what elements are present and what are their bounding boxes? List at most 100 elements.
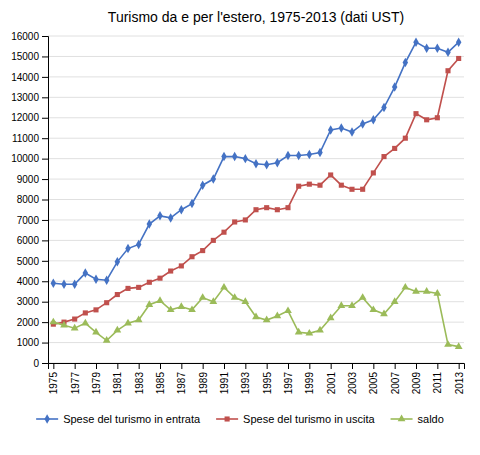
point bbox=[445, 68, 450, 73]
tick: 1999 bbox=[304, 363, 315, 394]
tick-mark bbox=[42, 343, 48, 344]
point bbox=[455, 342, 463, 349]
point bbox=[360, 187, 365, 192]
legend-item: Spese del turismo in entrata bbox=[36, 413, 201, 425]
point bbox=[211, 238, 216, 243]
point bbox=[456, 37, 461, 46]
tick: 1997 bbox=[283, 363, 294, 394]
tick-mark bbox=[309, 363, 310, 369]
tick: 1000 bbox=[17, 337, 48, 348]
point bbox=[168, 213, 173, 222]
tick: 11000 bbox=[12, 133, 48, 144]
tick-mark bbox=[203, 363, 204, 369]
legend: Spese del turismo in entrata Spese del tu… bbox=[36, 413, 444, 425]
tick-label: 2011 bbox=[432, 372, 443, 394]
tick-label: 1991 bbox=[219, 372, 230, 395]
legend-symbol bbox=[44, 414, 49, 423]
point bbox=[241, 297, 249, 304]
axis-line bbox=[49, 364, 465, 370]
tick: 14000 bbox=[11, 72, 48, 83]
tick-label: 4000 bbox=[17, 276, 40, 287]
point bbox=[285, 151, 290, 160]
point bbox=[72, 317, 77, 322]
tick-label: 11000 bbox=[12, 133, 40, 144]
grid bbox=[48, 36, 464, 363]
point bbox=[253, 159, 258, 168]
tick-label: 1989 bbox=[198, 372, 209, 395]
point bbox=[403, 58, 408, 67]
plot: 0100020003000400050006000700080009000100… bbox=[11, 31, 464, 395]
point bbox=[381, 154, 386, 159]
grid-line bbox=[48, 219, 464, 220]
tick-label: 2003 bbox=[347, 372, 358, 395]
point bbox=[275, 158, 280, 167]
tick-mark bbox=[42, 138, 48, 139]
point bbox=[232, 219, 237, 224]
point bbox=[264, 205, 269, 210]
point bbox=[200, 248, 205, 253]
tick: 1989 bbox=[198, 363, 209, 394]
point bbox=[231, 293, 239, 300]
point bbox=[296, 184, 301, 189]
tick-label: 1975 bbox=[48, 372, 59, 395]
tick: 1983 bbox=[134, 363, 145, 394]
tick: 16000 bbox=[11, 31, 48, 42]
point bbox=[115, 257, 120, 266]
point bbox=[380, 309, 388, 316]
grid-line bbox=[48, 138, 464, 139]
tick: 1977 bbox=[70, 363, 81, 394]
point bbox=[328, 125, 333, 134]
tick: 2005 bbox=[368, 363, 379, 394]
tick-label: 1993 bbox=[240, 372, 251, 395]
point bbox=[349, 127, 354, 136]
point bbox=[113, 326, 121, 333]
point bbox=[316, 326, 324, 333]
tick-mark bbox=[42, 281, 48, 282]
point bbox=[145, 300, 153, 307]
point bbox=[275, 207, 280, 212]
point bbox=[179, 205, 184, 214]
point bbox=[211, 174, 216, 183]
point bbox=[327, 314, 335, 321]
point bbox=[444, 340, 452, 347]
tick-mark bbox=[42, 363, 48, 364]
tick-mark bbox=[373, 363, 374, 369]
point bbox=[263, 316, 271, 323]
tick-mark bbox=[181, 363, 182, 369]
axis-line bbox=[42, 37, 49, 364]
point bbox=[209, 297, 217, 304]
tick: 1979 bbox=[91, 363, 102, 394]
point bbox=[392, 82, 397, 91]
point bbox=[369, 305, 377, 312]
point bbox=[295, 328, 303, 335]
point bbox=[200, 180, 205, 189]
point bbox=[412, 287, 420, 294]
tick: 13000 bbox=[11, 92, 48, 103]
tick-label: 2005 bbox=[368, 372, 379, 395]
tick-label: 2000 bbox=[17, 317, 40, 328]
point bbox=[60, 321, 68, 328]
tick: 10000 bbox=[11, 153, 48, 164]
legend-label: Spese del turismo in uscita bbox=[243, 413, 375, 425]
x-axis: 1975197719791981198319851987198919911993… bbox=[48, 363, 464, 394]
legend-symbol bbox=[225, 416, 230, 421]
point bbox=[433, 289, 441, 296]
point bbox=[423, 287, 431, 294]
point bbox=[307, 182, 312, 187]
tick: 12000 bbox=[11, 112, 48, 123]
tick-mark bbox=[53, 363, 54, 369]
tick-label: 0 bbox=[33, 358, 39, 369]
tick-mark bbox=[42, 240, 48, 241]
point bbox=[135, 316, 143, 323]
point bbox=[273, 312, 281, 319]
tick-mark bbox=[267, 363, 268, 369]
grid-line bbox=[48, 36, 464, 37]
point bbox=[168, 268, 173, 273]
series-line bbox=[53, 58, 458, 324]
tick: 7000 bbox=[17, 215, 48, 226]
point bbox=[104, 275, 109, 284]
point bbox=[103, 336, 111, 343]
tick: 1995 bbox=[262, 363, 273, 394]
tick-label: 8000 bbox=[17, 194, 40, 205]
point bbox=[136, 240, 141, 249]
